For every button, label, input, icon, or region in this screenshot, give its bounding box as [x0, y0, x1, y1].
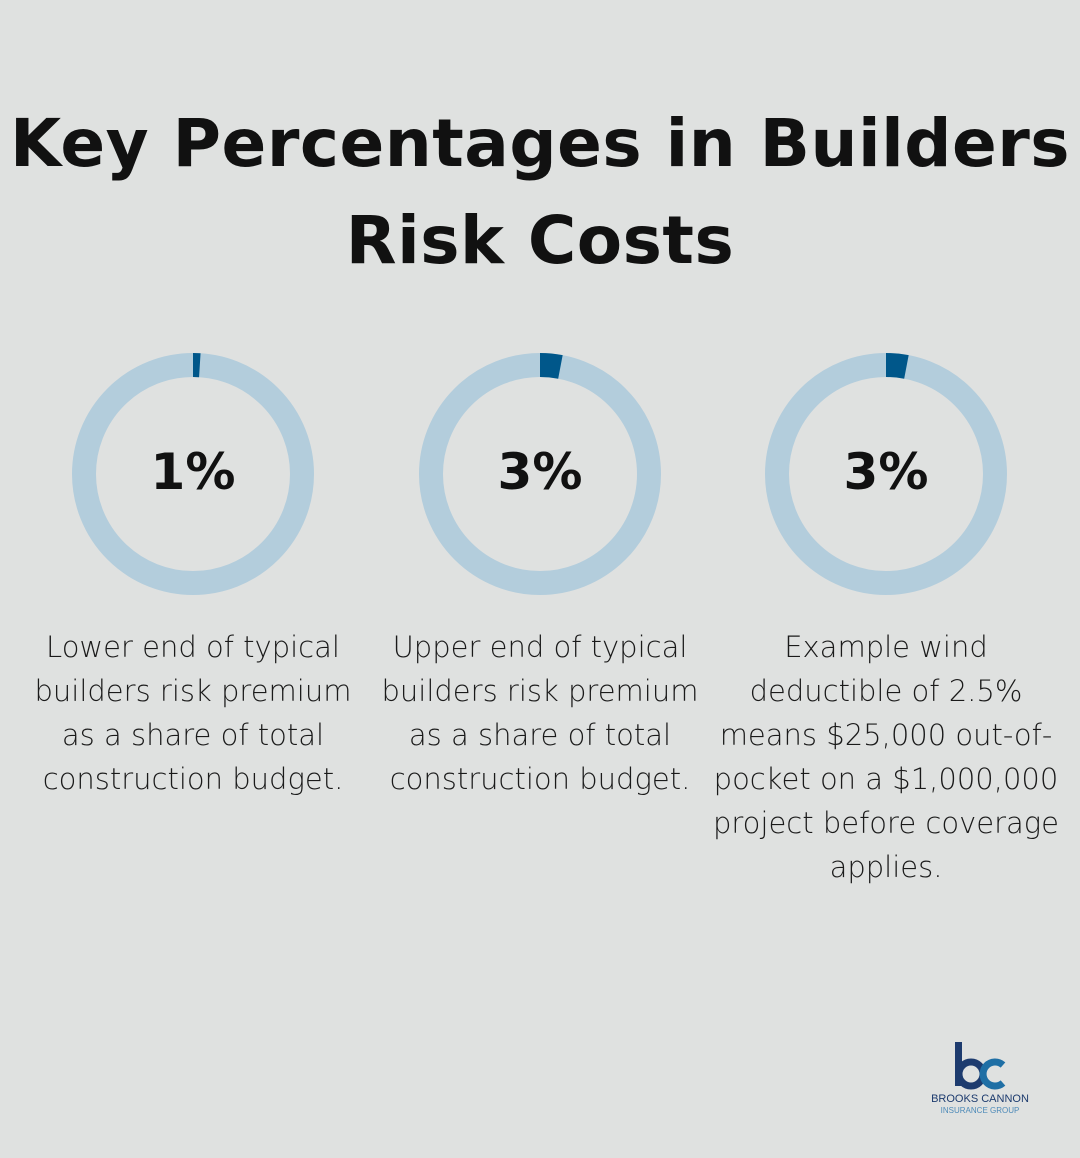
page-title: Key Percentages in Builders Risk Costs [9, 105, 1071, 279]
bc-logo-mark-icon [955, 1042, 1006, 1090]
donut-chart [419, 353, 661, 595]
stat-description: Example wind deductible of 2.5% means $2… [712, 630, 1060, 884]
logo-name: BROOKS CANNON [931, 1093, 1029, 1105]
stat-description: Lower end of typical builders risk premi… [34, 630, 352, 796]
donut-value-arc [72, 353, 314, 595]
donut-chart [72, 353, 314, 595]
percentage-label: 1% [150, 443, 236, 501]
donut-chart [765, 353, 1007, 595]
percentage-label: 3% [843, 443, 929, 501]
stat-description: Upper end of typical builders risk premi… [381, 630, 699, 796]
percentage-label: 3% [497, 443, 583, 501]
donut-value-arc [419, 353, 661, 595]
donut-value-arc [765, 353, 1007, 595]
brooks-cannon-logo: BROOKS CANNON INSURANCE GROUP [922, 1040, 1038, 1119]
logo-subtitle: INSURANCE GROUP [941, 1106, 1020, 1115]
